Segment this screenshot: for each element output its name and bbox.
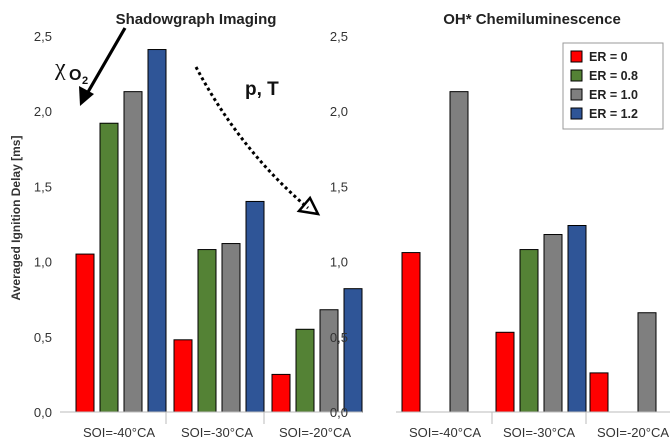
p1-bar-soi-30-er1 xyxy=(197,249,217,413)
p2-category-label-soi-40: SOI=-40°CA xyxy=(409,425,481,440)
left-panel-title: Shadowgraph Imaging xyxy=(116,11,277,28)
p1-bar-soi-20-er0 xyxy=(271,373,291,413)
p2-y-tick-label: 2,0 xyxy=(330,104,348,119)
p1-bar-soi-20-er1 xyxy=(295,328,315,413)
p1-bar-soi-30-er3 xyxy=(245,200,265,413)
legend-label-er0: ER = 0 xyxy=(589,50,628,64)
p1-bar-soi-20-er3 xyxy=(343,288,363,413)
legend-label-er3: ER = 1.2 xyxy=(589,107,638,121)
legend-label-er2: ER = 1.0 xyxy=(589,88,638,102)
legend-swatch-er3 xyxy=(570,107,583,120)
chi-arrow xyxy=(79,27,127,106)
p1-category-label-soi-20: SOI=-20°CA xyxy=(279,425,351,440)
right-panel-title: OH* Chemiluminescence xyxy=(443,11,621,28)
p2-bar-soi-20-er2 xyxy=(637,312,657,413)
legend-label-er1: ER = 0.8 xyxy=(589,69,638,83)
chi-o2-annotation: χ O 2 xyxy=(54,55,88,87)
legend: ER = 0 ER = 0.8 ER = 1.0 ER = 1.2 xyxy=(562,42,664,130)
p1-y-tick-label: 1,5 xyxy=(34,179,52,194)
p2-bar-soi-30-er1 xyxy=(519,249,539,413)
p2-y-tick-label: 1,5 xyxy=(330,179,348,194)
p2-bar-soi-20-er0 xyxy=(589,372,609,413)
p2-bar-soi-40-er0 xyxy=(401,252,421,413)
chi-subscript: O xyxy=(69,67,81,84)
y-axis-label: Averaged Ignition Delay [ms] xyxy=(9,136,23,301)
chi-symbol: χ xyxy=(54,55,66,81)
p2-category-label-soi-30: SOI=-30°CA xyxy=(503,425,575,440)
p1-bar-soi-40-er1 xyxy=(99,122,119,413)
p2-bar-soi-30-er3 xyxy=(567,225,587,413)
p1-y-tick-label: 1,0 xyxy=(34,255,52,270)
p1-category-label-soi-40: SOI=-40°CA xyxy=(83,425,155,440)
p2-y-tick-label: 1,0 xyxy=(330,255,348,270)
p2-y-tick-label: 0,0 xyxy=(330,405,348,420)
p1-bar-soi-30-er0 xyxy=(173,339,193,413)
p1-y-tick-label: 0,0 xyxy=(34,405,52,420)
chart-marks: 0,0 0,5 1,0 1,5 2,0 2,5 SOI=-40°CA SOI=-30°CA SO… xyxy=(34,29,670,440)
p1-y-tick-label: 0,5 xyxy=(34,330,52,345)
p-t-arrow xyxy=(194,66,321,216)
p1-bar-soi-40-er0 xyxy=(75,253,95,413)
legend-swatch-er2 xyxy=(570,88,583,101)
p2-bar-soi-40-er2 xyxy=(449,91,469,413)
p1-bar-soi-40-er2 xyxy=(123,91,143,413)
legend-swatch-er1 xyxy=(570,69,583,82)
p2-y-tick-label: 2,5 xyxy=(330,29,348,44)
p1-bar-soi-40-er3 xyxy=(147,49,167,413)
p2-category-label-soi-20: SOI=-20°CA xyxy=(597,425,669,440)
p1-category-label-soi-30: SOI=-30°CA xyxy=(181,425,253,440)
p-t-annotation: p, T xyxy=(245,79,279,100)
p2-y-tick-label: 0,5 xyxy=(330,330,348,345)
chi-sub-digit: 2 xyxy=(82,75,88,87)
legend-swatch-er0 xyxy=(570,50,583,63)
p1-bar-soi-20-er2 xyxy=(319,309,339,413)
p1-y-tick-label: 2,5 xyxy=(34,29,52,44)
p1-y-tick-label: 2,0 xyxy=(34,104,52,119)
p2-bar-soi-30-er0 xyxy=(495,331,515,413)
p2-bar-soi-30-er2 xyxy=(543,234,563,413)
p1-bar-soi-30-er2 xyxy=(221,243,241,413)
